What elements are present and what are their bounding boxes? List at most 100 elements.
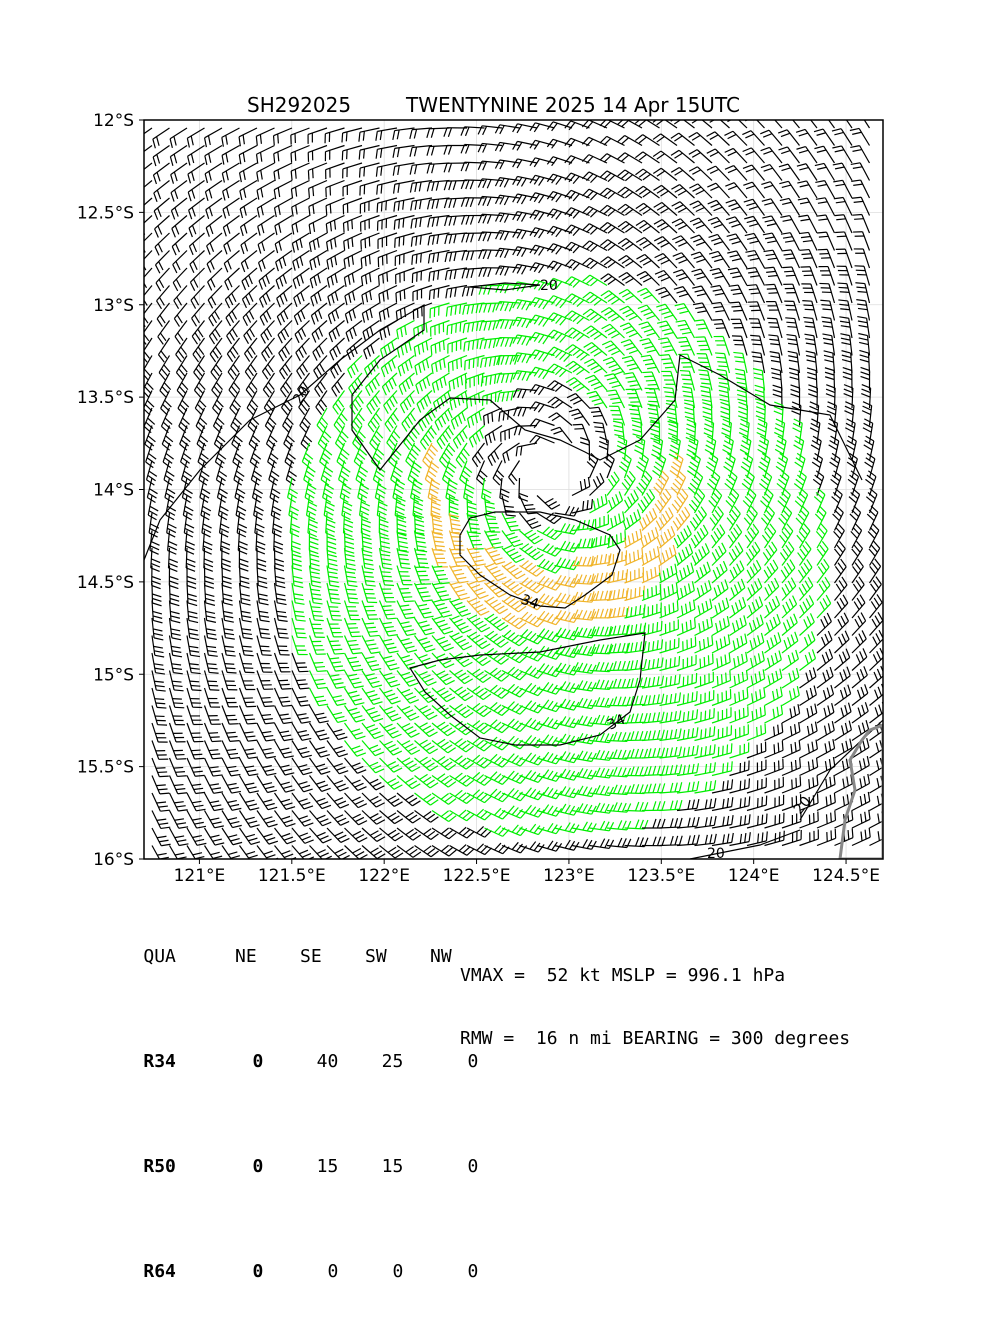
barb-feather [733, 293, 742, 294]
barb-feather [710, 169, 719, 173]
barb-feather [682, 379, 691, 380]
barb-feather [406, 380, 409, 389]
barb-feather [411, 493, 419, 498]
barb-feather [451, 324, 452, 333]
wind-barb [744, 216, 764, 233]
barb-feather [724, 131, 733, 135]
barb-feather [463, 471, 470, 477]
barb-feather [858, 333, 867, 335]
barb-feather [640, 292, 649, 296]
barb-feather [658, 500, 664, 508]
barb-feather [629, 316, 638, 320]
barb-feather [722, 449, 730, 454]
barb-feather [469, 524, 478, 525]
barb-feather [517, 142, 522, 150]
barb-feather [684, 400, 693, 402]
barb-feather [346, 132, 347, 141]
barb-staff [758, 319, 764, 338]
barb-feather [694, 475, 701, 481]
barb-feather [203, 524, 212, 528]
barb-feather [672, 219, 681, 223]
barb-feather [612, 402, 621, 403]
barb-feather [690, 462, 698, 468]
barb-feather [451, 524, 460, 526]
barb-feather [293, 261, 295, 270]
barb-feather [445, 412, 449, 421]
barb-feather [709, 251, 718, 254]
barb-feather [658, 257, 667, 261]
barb-feather [330, 352, 334, 361]
barb-feather [453, 380, 454, 389]
barb-feather [625, 227, 633, 233]
barb-feather [309, 541, 318, 544]
barb-feather [422, 343, 423, 352]
barb-feather [431, 346, 432, 355]
barb-feather [280, 371, 285, 379]
barb-feather [265, 350, 270, 358]
barb-feather [594, 427, 603, 428]
barb-feather [223, 209, 226, 218]
barb-feather [728, 169, 737, 173]
barb-feather [526, 509, 535, 510]
barb-feather [210, 354, 215, 362]
barb-feather [283, 257, 286, 266]
barb-feather [731, 289, 740, 290]
barb-feather [177, 390, 183, 397]
barb-staff [793, 284, 800, 303]
barb-feather [868, 492, 875, 498]
barb-feather [345, 537, 354, 540]
barb-feather [777, 462, 785, 467]
barb-feather [667, 412, 676, 414]
barb-feather [601, 274, 609, 280]
barb-feather [713, 492, 719, 499]
barb-feather [445, 217, 447, 226]
barb-feather [677, 337, 686, 338]
barb-feather [415, 165, 417, 174]
barb-feather [466, 180, 469, 189]
barb-feather [397, 528, 406, 531]
barb-feather [468, 419, 470, 428]
wind-barb [309, 216, 327, 234]
barb-feather [696, 259, 705, 262]
barb-feather [611, 334, 619, 338]
wind-barb [414, 338, 432, 357]
barb-feather [278, 134, 279, 143]
wind-barb [782, 250, 800, 268]
wind-barb [379, 303, 397, 322]
barb-feather [611, 316, 619, 321]
barb-feather [496, 248, 500, 257]
barb-feather [622, 241, 630, 246]
barb-feather [225, 282, 229, 291]
barb-feather [211, 372, 217, 379]
barb-feather [797, 497, 804, 503]
barb-staff [824, 146, 835, 163]
barb-feather [227, 243, 230, 252]
barb-feather [852, 197, 861, 198]
barb-feather [205, 192, 208, 201]
barb-feather [363, 550, 372, 552]
barb-feather [623, 309, 632, 313]
barb-feather [232, 404, 238, 411]
barb-feather [473, 436, 477, 445]
barb-feather [859, 325, 868, 327]
barb-feather [628, 405, 637, 406]
barb-feather [814, 112, 823, 115]
barb-staff [309, 216, 327, 225]
barb-feather [696, 471, 703, 477]
barb-feather [309, 206, 310, 215]
wind-barb [425, 461, 438, 486]
barb-feather [699, 374, 708, 375]
barb-feather [457, 360, 458, 369]
barb-feather [730, 302, 739, 303]
barb-feather [688, 487, 695, 493]
wind-barb [853, 232, 869, 251]
barb-feather [254, 471, 262, 476]
wind-barb [655, 489, 671, 513]
barb-feather [738, 407, 747, 410]
barb-feather [360, 515, 369, 519]
barb-feather [861, 372, 870, 375]
wind-barb [477, 461, 488, 486]
barb-feather [469, 439, 473, 448]
barb-feather [545, 498, 553, 503]
wind-barb [779, 164, 800, 180]
